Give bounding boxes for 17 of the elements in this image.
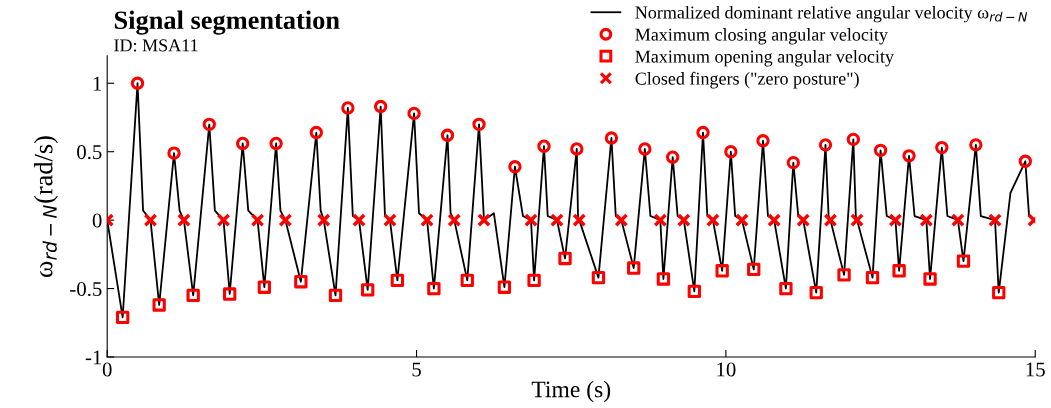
- legend-label: Maximum closing angular velocity: [635, 28, 888, 45]
- x-tick-label: 15: [1026, 362, 1045, 377]
- y-tick-label: 0.5: [77, 145, 102, 160]
- legend-label: Closed fingers ("zero posture"): [635, 71, 859, 89]
- x-axis-title: Time (s): [531, 380, 611, 403]
- y-axis-title: ω$_{rd−N}$(rad/s): [33, 136, 58, 278]
- y-tick-label: -1: [85, 350, 102, 365]
- x-tick-label: 10: [717, 362, 736, 377]
- chart-title: Signal segmentation: [114, 10, 340, 35]
- y-tick-label: -0.5: [70, 281, 102, 297]
- y-tick-label: 1: [93, 76, 102, 91]
- x-tick-label: 5: [412, 362, 421, 377]
- chart-subtitle: ID: MSA11: [114, 39, 198, 52]
- legend-label: Normalized dominant relative angular velocity ω$_{rd−N}$: [635, 5, 1028, 23]
- legend-label: Maximum opening angular velocity: [635, 50, 894, 67]
- y-tick-label: 0: [92, 213, 102, 228]
- x-tick-label: 0: [102, 362, 112, 377]
